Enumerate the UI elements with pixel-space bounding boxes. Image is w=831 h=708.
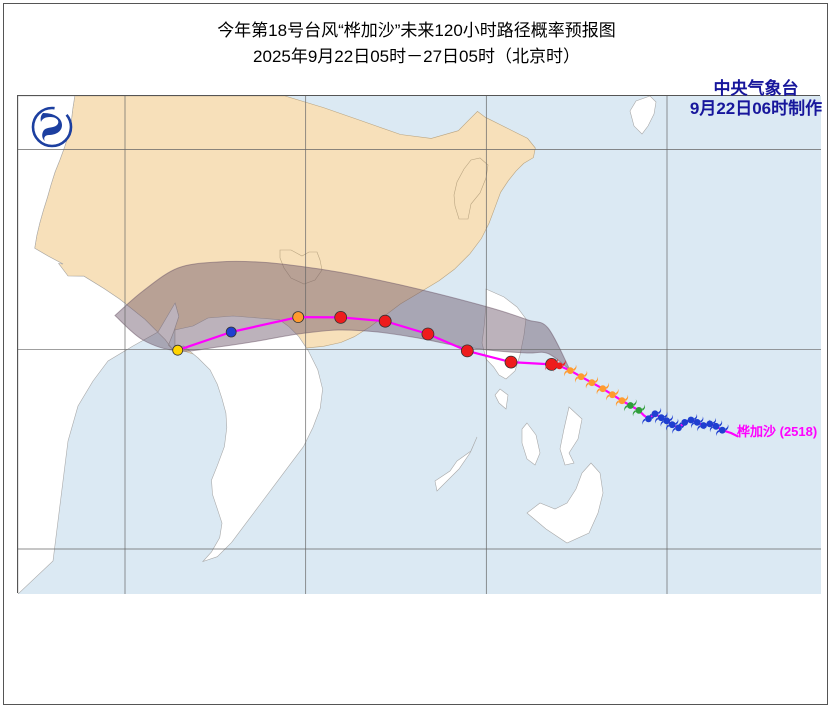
svg-text:桦加沙 (2518): 桦加沙 (2518) xyxy=(737,424,817,439)
